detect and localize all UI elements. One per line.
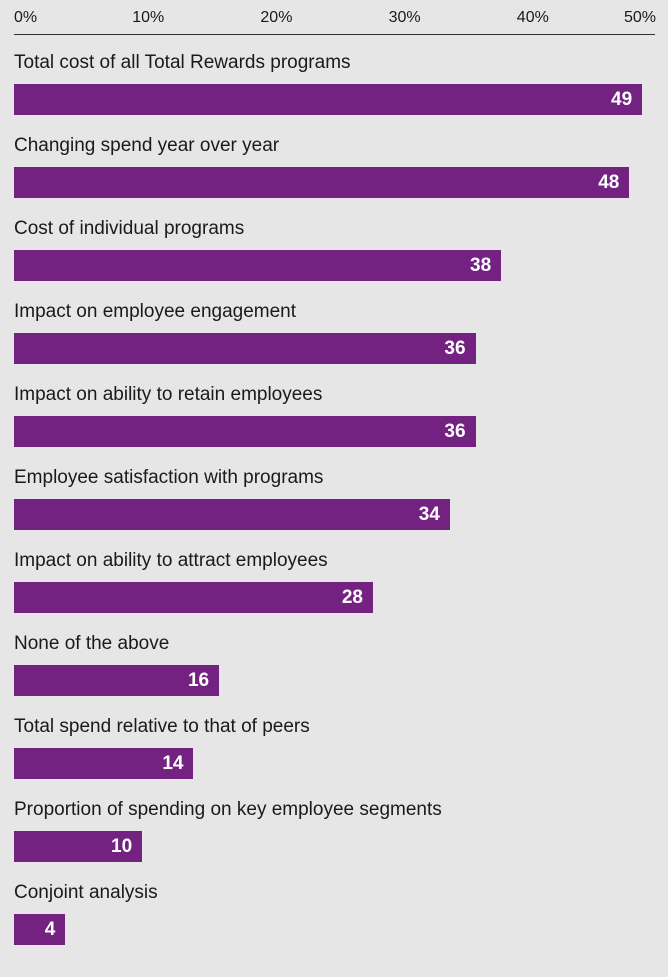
x-tick-label: 0% (14, 9, 38, 26)
bar: 34 (14, 499, 450, 530)
category-label: Cost of individual programs (14, 218, 245, 239)
bar-value-label: 10 (111, 836, 133, 857)
bar: 36 (14, 416, 476, 447)
bar-value-label: 14 (162, 753, 184, 774)
bar: 28 (14, 582, 373, 613)
x-tick-label: 50% (624, 9, 657, 26)
category-label: Proportion of spending on key employee s… (14, 799, 442, 820)
bar: 36 (14, 333, 476, 364)
bar-value-label: 36 (444, 421, 466, 442)
x-axis-line (14, 34, 655, 35)
category-label: Impact on ability to retain employees (14, 384, 323, 405)
bar: 48 (14, 167, 630, 198)
bar-value-label: 36 (444, 338, 466, 359)
bar-value-label: 38 (470, 255, 492, 276)
bar-value-label: 16 (187, 670, 210, 691)
x-tick-label: 40% (516, 9, 549, 26)
category-label: Total cost of all Total Rewards programs (14, 52, 351, 73)
x-tick-label: 20% (260, 9, 293, 26)
bar: 38 (14, 250, 502, 281)
category-label: None of the above (14, 633, 170, 654)
bar-value-label: 49 (611, 89, 633, 110)
x-tick-label: 10% (132, 9, 165, 26)
category-label: Impact on ability to attract employees (14, 550, 328, 571)
category-label: Total spend relative to that of peers (14, 716, 310, 737)
bar-value-label: 28 (341, 587, 363, 608)
bar-value-label: 34 (418, 504, 440, 525)
category-label: Employee satisfaction with programs (14, 467, 324, 488)
bar: 10 (14, 831, 143, 862)
bar: 14 (14, 748, 194, 779)
bar: 4 (14, 914, 66, 945)
bar-value-label: 4 (44, 919, 56, 940)
bar: 49 (14, 84, 643, 115)
category-label: Changing spend year over year (14, 135, 280, 156)
bar-value-label: 48 (598, 172, 620, 193)
category-label: Impact on employee engagement (14, 301, 297, 322)
bar: 16 (14, 665, 220, 696)
category-label: Conjoint analysis (14, 882, 158, 903)
x-tick-label: 30% (388, 9, 421, 26)
